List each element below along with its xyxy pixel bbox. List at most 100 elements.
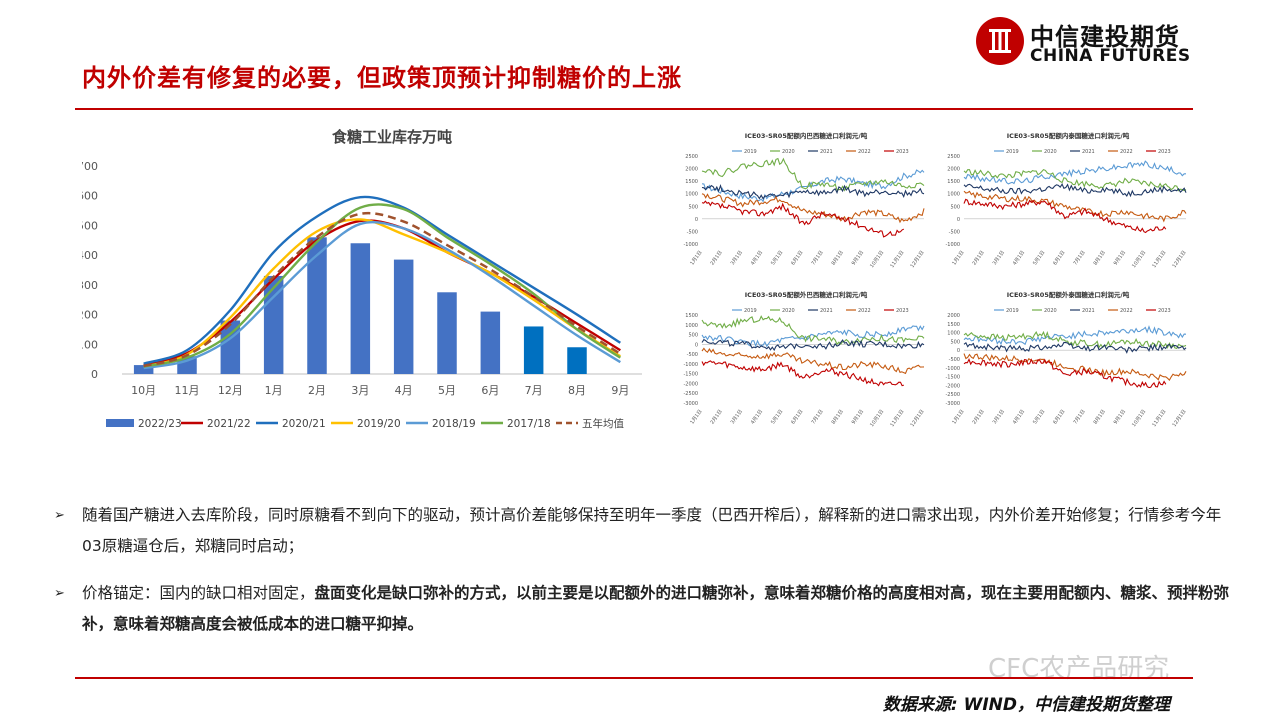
series-line [143,218,621,368]
y-tick-label: 2500 [685,154,698,160]
bar [567,347,587,374]
legend-label: 2020 [1044,308,1057,314]
bar [133,365,154,374]
chart-title: 食糖工业库存万吨 [332,128,452,146]
legend-label: 2023 [1158,308,1171,314]
x-tick-label: 6月1日 [1052,250,1066,267]
x-tick-label: 7月1日 [810,250,824,267]
y-tick-label: 500 [82,219,98,232]
bullet-text: 随着国产糖进入去库阶段，同时原糖看不到向下的驱动，预计高价差能够保持至明年一季度… [82,506,1222,555]
x-tick-label: 4月1日 [1012,250,1026,267]
x-tick-label: 10月 [131,384,156,397]
x-tick-label: 7月1日 [1072,250,1086,267]
citic-logo-icon [976,17,1024,65]
y-tick-label: 500 [688,204,698,210]
bar [523,326,544,374]
bullet-bold-text: 盘面变化是缺口弥补的方式，以前主要是以配额外的进口糖弥补，意味着郑糖价格的高度相… [82,584,1230,633]
legend-label: 2021 [820,149,833,155]
legend-label: 2019 [1006,308,1019,314]
arrow-bullet-icon: ➢ [54,586,65,601]
x-tick-label: 6月 [481,384,499,397]
company-logo: 中信建投期货 CHINA FUTURES [974,15,1200,67]
series-line [701,338,925,352]
x-tick-label: 3月1日 [992,409,1006,426]
data-source: 数据来源: WIND，中信建投期货整理 [882,695,1170,715]
y-tick-label: 1000 [685,192,698,198]
x-tick-label: 2月1日 [972,409,986,426]
x-tick-label: 9月1日 [1113,409,1127,426]
inventory-chart: 食糖工业库存万吨 0 100 200 300 400 500 600 700 10月 11月 12月 1… [82,128,642,430]
bullet-text: 价格锚定：国内的缺口相对固定， [82,584,315,602]
series-line [143,211,621,368]
y-tick-label: -2500 [683,391,698,397]
legend-label: 2017/18 [507,418,551,430]
y-tick-label: -2000 [683,381,698,387]
x-tick-label: 5月 [438,384,456,397]
logo-chinese-name: 中信建投期货 [1030,23,1180,51]
x-tick-label: 3月1日 [730,250,744,267]
series-line [701,200,905,238]
legend-label: 2022/23 [138,418,182,430]
x-tick-label: 10月1日 [1131,250,1147,269]
y-tick-label: 500 [950,204,960,210]
x-tick-label: 8月 [568,384,586,397]
y-tick-label: 1500 [685,313,698,319]
y-tick-label: 300 [82,279,98,292]
y-tick-label: 0 [957,348,960,354]
x-tick-label: 9月1日 [851,409,865,426]
y-tick-label: 1000 [947,192,960,198]
mini-chart-brazil-in-quota: ICE03-SR05配额内巴西糖进口利润元/吨 2019 2020 2021 2022 2… [683,131,925,269]
x-tick-label: 6月1日 [790,409,804,426]
x-tick-label: 2月1日 [710,250,724,267]
legend-label: 2021 [820,308,833,314]
legend-label: 2020 [782,149,795,155]
x-tick-label: 6月1日 [790,250,804,267]
legend-label: 2022 [1120,149,1133,155]
y-tick-label: -3000 [945,401,960,407]
y-tick-label: -2500 [945,392,960,398]
legend-label: 2018/19 [432,418,476,430]
x-tick-label: 8月1日 [1093,409,1107,426]
x-tick-label: 1月 [265,384,283,397]
y-tick-label: 0 [695,217,698,223]
x-tick-label: 2月 [308,384,326,397]
series-line [701,183,925,200]
wechat-watermark: CFC农产品研究 [988,654,1170,684]
mini-chart-thailand-in-quota: ICE03-SR05配额内泰国糖进口利润元/吨 2019 2020 2021 2022 2… [945,131,1187,269]
series-line [701,360,904,387]
series-line [701,169,925,203]
footer-divider [75,677,1193,679]
y-tick-label: 600 [82,190,98,203]
x-tick-label: 7月1日 [1072,409,1086,426]
series-line [143,195,621,365]
x-tick-label: 11月 [175,384,200,397]
x-tick-label: 1月1日 [951,409,965,426]
series-line [701,325,925,348]
page-title: 内外价差有修复的必要，但政策顶预计抑制糖价的上涨 [82,64,682,92]
bullet-item: ➢ 价格锚定：国内的缺口相对固定，盘面变化是缺口弥补的方式，以前主要是以配额外的… [50,578,1230,640]
series-line [963,198,1167,234]
x-tick-label: 8月1日 [831,250,845,267]
x-tick-label: 12月 [218,384,243,397]
legend-label: 2022 [858,149,871,155]
y-tick-label: 2500 [947,154,960,160]
series-line [701,157,925,192]
series-line [701,347,925,375]
y-tick-label: 0 [91,368,98,381]
y-tick-label: 700 [82,160,98,173]
x-tick-label: 7月 [525,384,543,397]
x-tick-label: 10月1日 [869,409,885,428]
mini-chart-brazil-out-quota: ICE03-SR05配额外巴西糖进口利润元/吨 2019 2020 2021 2022 2… [683,290,925,428]
legend-label: 2019 [1006,149,1019,155]
legend-label: 2019 [744,149,757,155]
x-tick-label: 4月 [395,384,413,397]
x-tick-label: 2月1日 [972,250,986,267]
y-tick-label: -1000 [683,362,698,368]
x-tick-label: 9月1日 [1113,250,1127,267]
x-tick-label: 12月1日 [1172,409,1188,428]
x-tick-label: 11月1日 [1151,250,1167,269]
x-tick-label: 8月1日 [1093,250,1107,267]
x-tick-label: 8月1日 [831,409,845,426]
x-tick-label: 4月1日 [750,250,764,267]
x-tick-label: 7月1日 [810,409,824,426]
